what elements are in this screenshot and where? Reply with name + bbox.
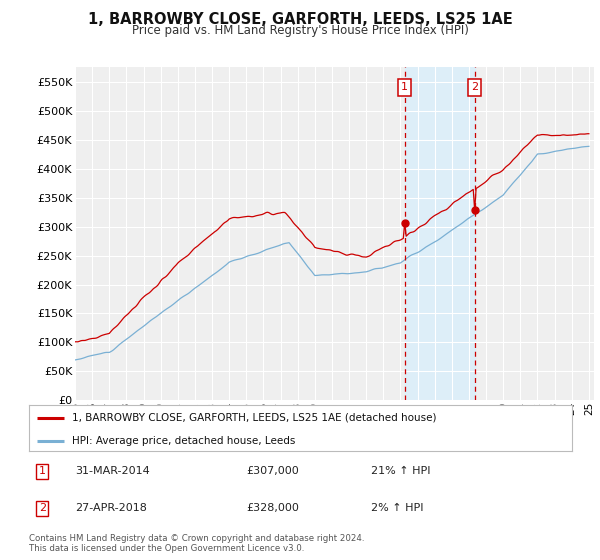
Text: 2% ↑ HPI: 2% ↑ HPI bbox=[371, 503, 424, 514]
Text: 2: 2 bbox=[471, 82, 478, 92]
Text: £307,000: £307,000 bbox=[246, 466, 299, 476]
Text: 31-MAR-2014: 31-MAR-2014 bbox=[75, 466, 150, 476]
Bar bbox=[405, 67, 475, 400]
Text: Price paid vs. HM Land Registry's House Price Index (HPI): Price paid vs. HM Land Registry's House … bbox=[131, 24, 469, 37]
Text: 1, BARROWBY CLOSE, GARFORTH, LEEDS, LS25 1AE (detached house): 1, BARROWBY CLOSE, GARFORTH, LEEDS, LS25… bbox=[72, 413, 437, 423]
Text: 1, BARROWBY CLOSE, GARFORTH, LEEDS, LS25 1AE: 1, BARROWBY CLOSE, GARFORTH, LEEDS, LS25… bbox=[88, 12, 512, 27]
Text: 1: 1 bbox=[401, 82, 408, 92]
Text: Contains HM Land Registry data © Crown copyright and database right 2024.
This d: Contains HM Land Registry data © Crown c… bbox=[29, 534, 364, 553]
Text: 21% ↑ HPI: 21% ↑ HPI bbox=[371, 466, 430, 476]
Text: HPI: Average price, detached house, Leeds: HPI: Average price, detached house, Leed… bbox=[72, 436, 296, 446]
Text: £328,000: £328,000 bbox=[246, 503, 299, 514]
Text: 27-APR-2018: 27-APR-2018 bbox=[75, 503, 147, 514]
Text: 2: 2 bbox=[39, 503, 46, 514]
Text: 1: 1 bbox=[39, 466, 46, 476]
